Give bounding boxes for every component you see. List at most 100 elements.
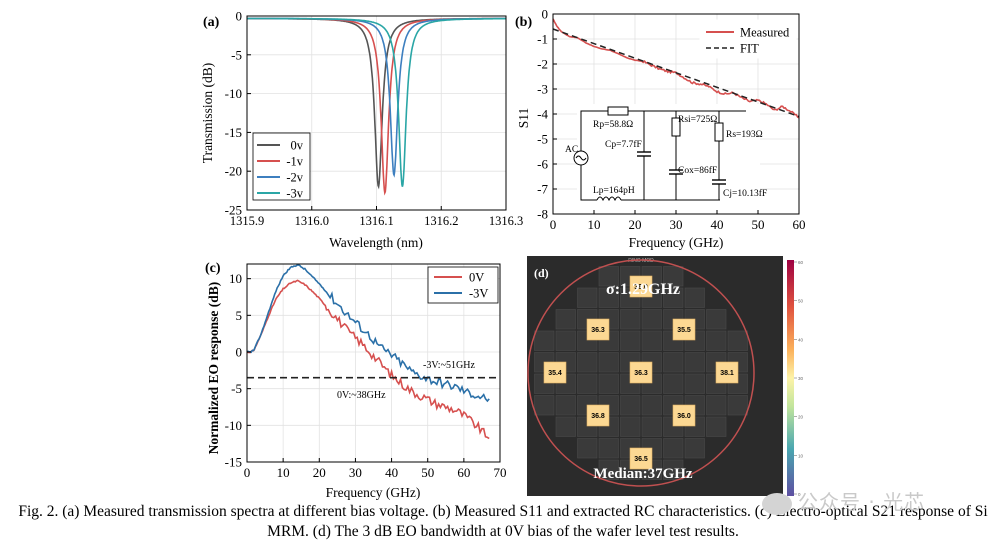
die-tile bbox=[672, 404, 696, 427]
wire bbox=[580, 165, 597, 201]
label-rp: Rp=58.8Ω bbox=[593, 120, 633, 130]
wafer-die-cell bbox=[706, 309, 727, 330]
panel-b-legend: Measured FIT bbox=[699, 19, 797, 59]
die-tile bbox=[586, 318, 610, 341]
wafer-die-cell bbox=[641, 395, 662, 416]
die-tile bbox=[586, 404, 610, 427]
colorbar bbox=[787, 260, 794, 496]
panel-a-ytick-label: -25 bbox=[225, 203, 242, 218]
panel-c-xtick-label: 50 bbox=[421, 465, 434, 480]
wafer-die-cell bbox=[598, 352, 619, 373]
panel-a-ytick-label: -15 bbox=[225, 125, 242, 140]
panel-c-legend: 0V-3V bbox=[427, 266, 499, 304]
panel-b-tag: (b) bbox=[515, 15, 532, 30]
label-cj: Cj=10.13fF bbox=[723, 188, 767, 199]
legend-label-fit: FIT bbox=[740, 42, 759, 56]
panel-c-xlabel: Frequency (GHz) bbox=[326, 485, 421, 500]
colorbar-tick-label: 0 bbox=[798, 492, 801, 497]
panel-a-xtick-label: 1315.9 bbox=[230, 214, 264, 228]
die-value: 36.3 bbox=[591, 327, 605, 334]
wafer-die-cell bbox=[555, 309, 576, 330]
wafer-die-cell bbox=[534, 395, 555, 416]
wafer-die-cell bbox=[577, 352, 598, 373]
wafer-die-cell bbox=[684, 373, 705, 394]
panel-b-xtick-label: 10 bbox=[588, 217, 601, 232]
panel-a-ytick-label: -10 bbox=[225, 86, 242, 101]
die-tile bbox=[629, 447, 653, 470]
die-value: 38.1 bbox=[720, 370, 734, 377]
panel-a-xtick-label: 1316.2 bbox=[424, 214, 458, 228]
panel-b: (b) AC Rp=58.8Ω Cp=7.7fF Lp=164pH Rsi=725Ω Co… bbox=[515, 7, 806, 251]
wire bbox=[580, 110, 608, 151]
wafer-map-title: RING MOD bbox=[628, 258, 654, 264]
wafer-die-cell bbox=[598, 373, 619, 394]
annotation-3v-bandwidth: -3V:~51GHz bbox=[423, 360, 475, 371]
wafer-die-cell bbox=[620, 309, 641, 330]
colorbar-tick-label: 20 bbox=[798, 415, 804, 420]
panel-c-tag: (c) bbox=[205, 261, 221, 276]
panel-c-xtick-label: 40 bbox=[385, 465, 398, 480]
watermark: 公众号 · 光芯 bbox=[762, 486, 925, 515]
inductor-lp bbox=[596, 196, 622, 202]
wafer-die-cell bbox=[577, 438, 598, 459]
legend-label--2v: -2v bbox=[286, 171, 303, 185]
panel-c-ytick-label: 0 bbox=[236, 345, 243, 360]
wafer-die-cell bbox=[663, 373, 684, 394]
wafer-die-cell bbox=[598, 266, 619, 287]
wafer-die-cell bbox=[598, 459, 619, 480]
panel-a-tag: (a) bbox=[203, 15, 220, 30]
die-value: 36.0 bbox=[677, 413, 691, 420]
legend-label-0v: 0V bbox=[469, 271, 484, 285]
die-tile bbox=[672, 318, 696, 341]
label-cox: Cox=86fF bbox=[678, 165, 717, 176]
wafer-die-cell bbox=[727, 330, 748, 351]
panel-c-ylabel: Normalized EO response (dB) bbox=[206, 282, 221, 455]
label-cp: Cp=7.7fF bbox=[605, 139, 642, 150]
colorbar-tick-label: 40 bbox=[798, 337, 804, 342]
wafer-outline bbox=[527, 259, 755, 487]
panel-c-xtick-label: 20 bbox=[313, 465, 326, 480]
panel-a: (a) 1315.9 1316.0 1316.1 1316.2 1316.3 0 -5 -10… bbox=[200, 9, 523, 251]
panel-c-frame bbox=[246, 263, 501, 463]
panel-c-xtick-label: 0 bbox=[244, 465, 251, 480]
legend-box bbox=[427, 266, 499, 304]
panel-b-ytick-label: -5 bbox=[537, 132, 548, 147]
panel-a-ytick-label: -5 bbox=[231, 47, 242, 62]
wafer-die-cell bbox=[663, 266, 684, 287]
panel-c-ytick-label: -5 bbox=[231, 381, 242, 396]
panel-c-ytick-label: -15 bbox=[225, 455, 242, 470]
wafer-die-cell bbox=[598, 287, 619, 308]
resistor-rs bbox=[714, 122, 724, 142]
wafer-die-cell bbox=[727, 395, 748, 416]
panel-a-xtick-label: 1316.0 bbox=[295, 214, 329, 228]
panel-b-xtick-label: 40 bbox=[711, 217, 724, 232]
panel-b-ytick-label: -3 bbox=[537, 82, 548, 97]
wafer-die-cell bbox=[663, 352, 684, 373]
wafer-die-cell bbox=[555, 395, 576, 416]
panel-b-xtick-label: 60 bbox=[793, 217, 806, 232]
panel-a-ytick-label: 0 bbox=[236, 9, 243, 24]
panel-a-ylabel: Transmission (dB) bbox=[200, 63, 215, 163]
panel-b-ytick-label: -6 bbox=[537, 157, 548, 172]
legend-box bbox=[699, 19, 797, 59]
panel-b-xtick-label: 30 bbox=[670, 217, 683, 232]
legend-label--3v: -3v bbox=[286, 187, 303, 201]
panel-c-xtick-label: 10 bbox=[277, 465, 290, 480]
wafer-die-cell bbox=[598, 438, 619, 459]
colorbar-tick-label: 50 bbox=[798, 299, 804, 304]
wafer-die-cell bbox=[555, 330, 576, 351]
watermark-text: 公众号 · 光芯 bbox=[798, 490, 926, 514]
figure-canvas: (a) 1315.9 1316.0 1316.1 1316.2 1316.30-5-10… bbox=[200, 7, 806, 501]
wafer-die-cell bbox=[577, 373, 598, 394]
panel-b-ytick-label: -1 bbox=[537, 32, 548, 47]
die-value: 36.3 bbox=[634, 370, 648, 377]
wafer-die-cell bbox=[641, 330, 662, 351]
wafer-die-cell bbox=[620, 330, 641, 351]
panel-a-xlabel: Wavelength (nm) bbox=[329, 235, 423, 250]
annotation-0v-bandwidth: 0V:~38GHz bbox=[337, 390, 386, 401]
die-value: 36.8 bbox=[591, 413, 605, 420]
panel-b-xtick-label: 50 bbox=[752, 217, 765, 232]
panel-c-ytick-label: 5 bbox=[236, 308, 243, 323]
ac-wave-icon bbox=[575, 155, 587, 161]
